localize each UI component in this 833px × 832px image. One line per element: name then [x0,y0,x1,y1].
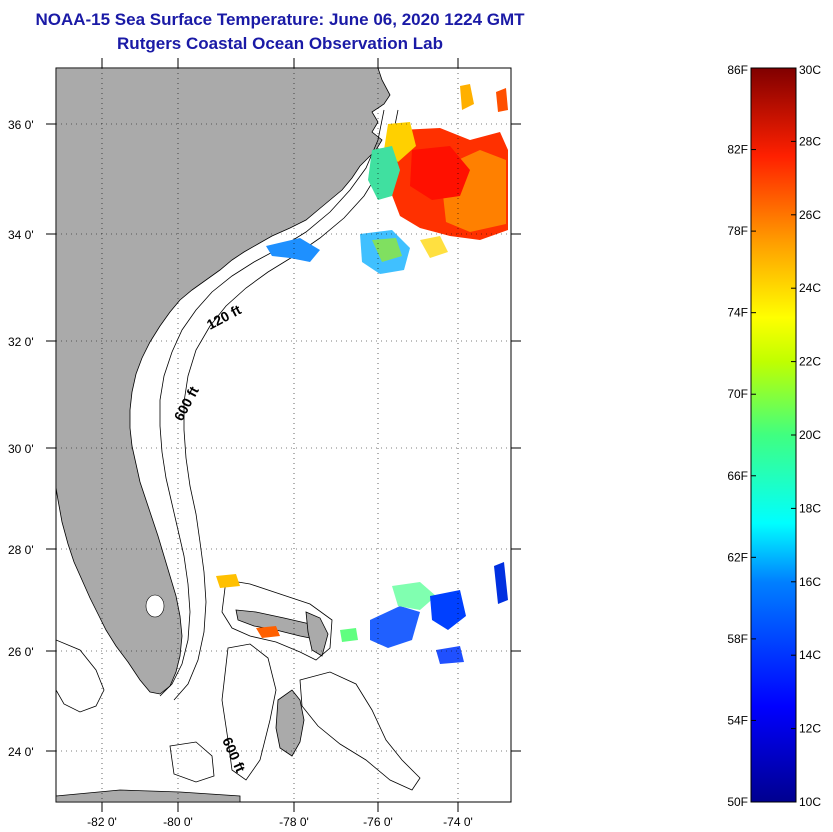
lat-label: 30 0' [8,442,34,456]
fahrenheit-scale: 86F 82F 78F 74F 70F 66F 62F 58F 54F 50F [727,63,756,809]
colorbar-celsius-label: 20C [799,428,821,442]
colorbar-celsius-label: 14C [799,648,821,662]
celsius-scale: 30C 28C 26C 24C 22C 20C 18C 16C 14C 12C 10C [791,63,821,809]
graticule [56,68,511,802]
lat-label: 34 0' [8,228,34,242]
map-subtitle: Rutgers Coastal Ocean Observation Lab [117,34,443,53]
colorbar-fahrenheit-label: 66F [727,469,748,483]
lon-label: -76 0' [363,815,393,829]
map-title: NOAA-15 Sea Surface Temperature: June 06… [35,10,525,29]
depth-contours [56,109,421,791]
colorbar-celsius-label: 18C [799,501,821,515]
lat-label: 32 0' [8,335,34,349]
colorbar-celsius-label: 10C [799,795,821,809]
colorbar-fahrenheit-label: 58F [727,632,748,646]
colorbar-celsius-label: 28C [799,134,821,148]
lake-okeechobee [145,594,165,618]
colorbar-celsius-label: 16C [799,575,821,589]
colorbar-fahrenheit-label: 50F [727,795,748,809]
colorbar-celsius-label: 22C [799,355,821,369]
colorbar-fahrenheit-label: 82F [727,143,748,157]
colorbar-celsius-label: 24C [799,281,821,295]
lat-label: 24 0' [8,745,34,759]
land-mainland [56,68,391,695]
colorbar-fahrenheit-label: 70F [727,387,748,401]
colorbar-fahrenheit-label: 74F [727,306,748,320]
colorbar-fahrenheit-label: 62F [727,550,748,564]
temperature-colorbar [750,67,797,803]
lon-label: -74 0' [443,815,473,829]
lat-label: 28 0' [8,543,34,557]
lat-label: 36 0' [8,118,34,132]
land-andros [275,689,305,757]
colorbar-celsius-label: 12C [799,722,821,736]
sst-data [216,84,508,664]
colorbar-fahrenheit-label: 54F [727,713,748,727]
lon-label: -80 0' [163,815,193,829]
lon-label: -78 0' [279,815,309,829]
colorbar-celsius-label: 30C [799,63,821,77]
lon-label: -82 0' [87,815,117,829]
colorbar-fahrenheit-label: 78F [727,224,748,238]
colorbar-fahrenheit-label: 86F [727,63,748,77]
lat-label: 26 0' [8,645,34,659]
colorbar-celsius-label: 26C [799,208,821,222]
land-abaco [305,611,329,657]
axis-ticks [46,58,521,812]
